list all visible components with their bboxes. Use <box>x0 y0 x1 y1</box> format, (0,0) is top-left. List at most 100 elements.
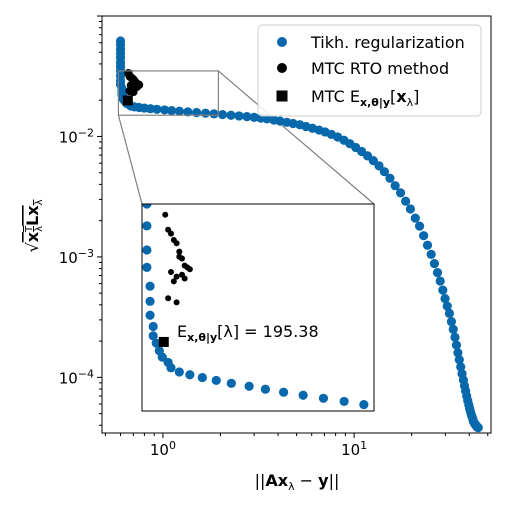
tikh-point <box>440 294 450 304</box>
tikh-point <box>448 324 458 335</box>
tikh-point <box>401 196 411 206</box>
tikh-point <box>419 231 429 241</box>
y-tick-label: 10−4 <box>59 367 94 387</box>
inset-rto-point <box>167 268 174 275</box>
inset-rto-point <box>173 240 180 247</box>
inset-frame <box>141 203 375 412</box>
inset-tikh-point <box>226 378 236 388</box>
legend-marker-circle <box>277 63 287 73</box>
inset-tikh-point <box>142 179 151 188</box>
y-tick-label: 10−2 <box>59 126 94 146</box>
inset-tikh-point <box>436 413 445 422</box>
y-tick-label: 10−3 <box>59 247 94 267</box>
tikh-point <box>385 173 395 183</box>
inset-background <box>142 204 374 411</box>
inset-tikh-point <box>142 245 152 255</box>
inset-tikh-point <box>166 363 176 373</box>
inset-tikh-point <box>142 204 152 209</box>
legend-label-rto: MTC RTO method <box>311 59 449 78</box>
inset-plot-points <box>142 60 507 438</box>
inset-tikh-point <box>244 381 254 391</box>
inset-tikh-point <box>142 60 151 69</box>
legend-box <box>257 24 482 117</box>
tikh-point <box>444 308 454 318</box>
tikh-point <box>456 362 466 372</box>
tikh-point <box>275 116 285 126</box>
inset-rto-point <box>170 278 177 285</box>
inset-tikh-point <box>142 76 151 85</box>
inset-tikh-point <box>185 370 195 380</box>
tikh-point <box>379 167 389 177</box>
x-tick-label: 101 <box>341 439 367 459</box>
mtc-mean-point <box>122 95 133 106</box>
inset-tikh-point <box>498 429 507 438</box>
legend-label-tikh: Tikh. regularization <box>310 33 465 52</box>
inset-rto-point <box>173 273 180 280</box>
inset-tikh-point <box>145 296 155 306</box>
x-axis-label: ||Axλ − y|| <box>255 471 340 493</box>
y-axis-label: √xTλLxλ <box>23 199 45 252</box>
tikh-point <box>435 276 445 286</box>
inset-tikh-point <box>211 375 221 386</box>
inset-tikh-point <box>145 281 155 291</box>
tikh-point <box>432 268 443 278</box>
inset-tikh-point <box>174 367 184 377</box>
inset-tikh-point <box>142 221 152 231</box>
inset-tikh-point <box>151 338 161 348</box>
inset-tikh-point <box>359 399 369 410</box>
tikh-point <box>152 104 162 114</box>
tikh-point <box>390 181 400 191</box>
tikh-point <box>183 107 193 117</box>
inset-tikh-point <box>452 416 461 425</box>
inset-tikh-point <box>197 372 207 383</box>
tikh-point <box>374 161 384 171</box>
tikh-point <box>395 188 406 198</box>
tikh-point <box>426 249 436 259</box>
tikh-point <box>410 213 420 223</box>
tikh-point <box>174 106 185 116</box>
inset-rto-point <box>186 266 193 273</box>
inset-tikh-point <box>482 423 491 432</box>
inset-rto-point <box>165 295 172 302</box>
inset-tikh-point <box>142 117 151 126</box>
tikh-point <box>414 221 425 231</box>
inset-tikh-point <box>148 321 158 332</box>
tikh-point <box>473 423 483 433</box>
inset-mtc-mean-point <box>158 336 169 347</box>
inset-tikh-point <box>157 352 167 362</box>
tikh-point <box>242 112 252 122</box>
tikh-point <box>209 109 219 119</box>
legend-marker-circle <box>277 37 287 47</box>
tikh-point <box>446 317 457 327</box>
tikh-point <box>429 258 440 269</box>
tikh-point <box>454 355 464 365</box>
zoom-connector-lines <box>117 70 375 205</box>
inset-tikh-point <box>148 331 158 341</box>
legend-marker-square <box>276 90 288 102</box>
inset-rto-point <box>162 211 169 218</box>
inset-tikh-point <box>142 161 151 170</box>
inset-rto-point <box>176 248 183 255</box>
inset-rto-point <box>181 275 188 282</box>
inset-tikh-point <box>298 390 308 400</box>
tikh-point <box>442 301 452 311</box>
inset-tikh-point <box>142 262 152 273</box>
inset-rto-point <box>176 253 183 260</box>
inset-tikh-point <box>260 384 271 394</box>
inset-tikh-point <box>399 406 408 415</box>
tikh-point <box>451 340 462 350</box>
tikh-point <box>422 240 433 250</box>
tikh-point <box>217 109 228 120</box>
legend: Tikh. regularization MTC RTO method MTC Ex… <box>257 24 482 117</box>
tikh-point <box>200 108 211 118</box>
tikh-point <box>453 348 463 358</box>
tikh-point <box>438 285 448 295</box>
inset-rto-point <box>173 299 180 306</box>
inset-tikh-point <box>318 393 329 403</box>
tikh-point <box>234 111 244 121</box>
inset-tikh-point <box>417 410 426 419</box>
inset-tikh-point <box>339 396 349 407</box>
inset-tikh-point <box>379 403 388 412</box>
